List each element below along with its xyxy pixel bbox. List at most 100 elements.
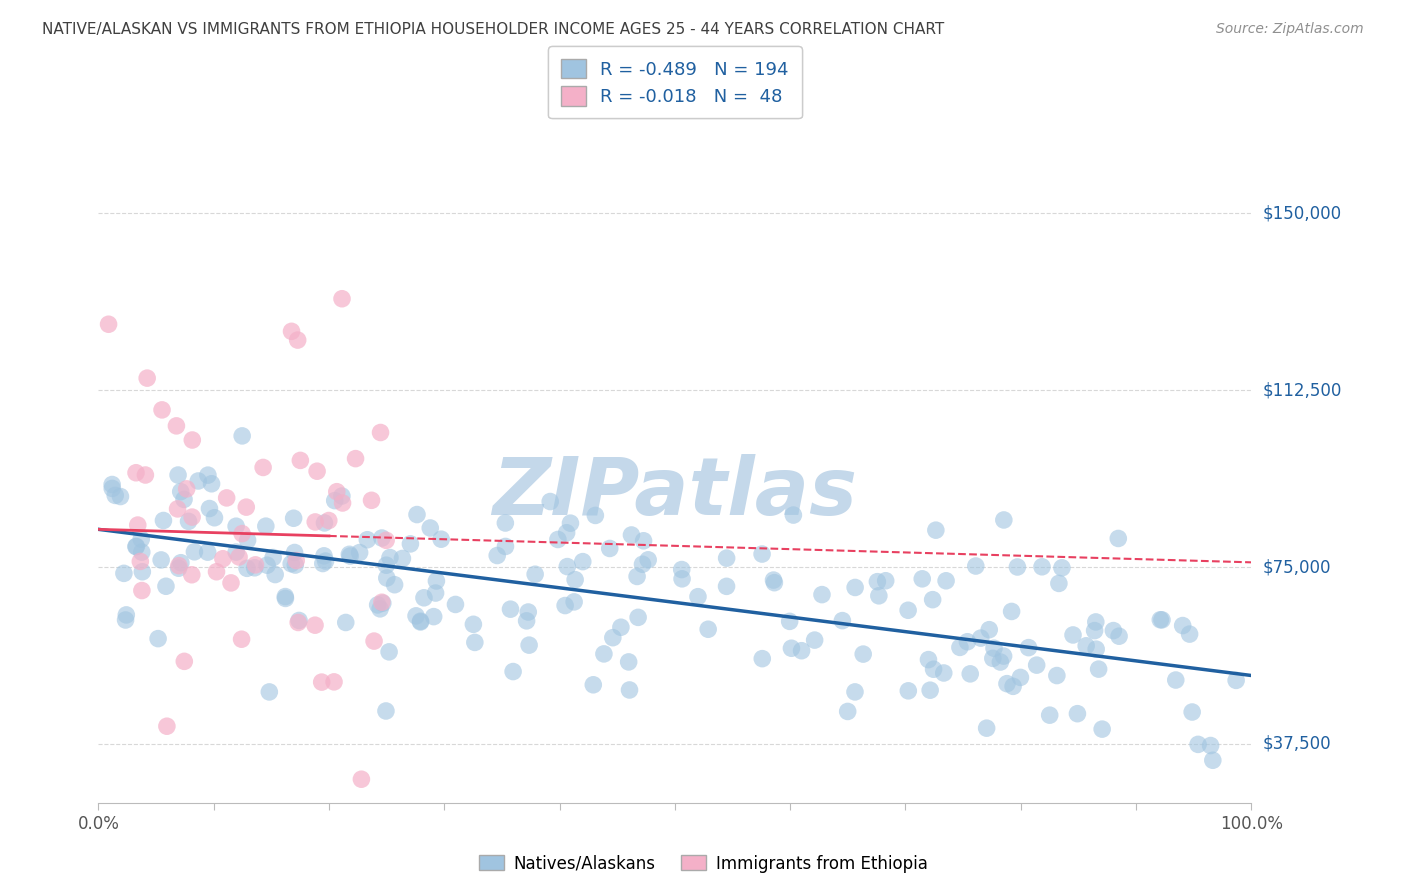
Point xyxy=(1187,738,1209,752)
Point xyxy=(384,578,406,592)
Point xyxy=(371,531,394,545)
Point xyxy=(131,583,153,598)
Point xyxy=(167,558,190,573)
Point xyxy=(697,622,720,636)
Point xyxy=(1164,673,1187,687)
Text: ZIPatlas: ZIPatlas xyxy=(492,453,858,532)
Point xyxy=(1171,618,1194,632)
Point xyxy=(866,574,889,589)
Text: NATIVE/ALASKAN VS IMMIGRANTS FROM ETHIOPIA HOUSEHOLDER INCOME AGES 25 - 44 YEARS: NATIVE/ALASKAN VS IMMIGRANTS FROM ETHIOP… xyxy=(42,22,945,37)
Point xyxy=(762,573,785,587)
Point xyxy=(1010,670,1032,684)
Point xyxy=(375,704,398,718)
Point xyxy=(391,551,413,566)
Point xyxy=(1084,615,1107,629)
Point xyxy=(256,558,278,573)
Point xyxy=(378,645,401,659)
Point xyxy=(307,464,329,478)
Point xyxy=(304,618,326,632)
Point xyxy=(337,547,360,561)
Point xyxy=(262,550,284,565)
Point xyxy=(516,614,538,628)
Point xyxy=(274,591,297,606)
Point xyxy=(344,451,367,466)
Point xyxy=(619,683,641,698)
Point xyxy=(1050,561,1073,575)
Point xyxy=(97,318,120,332)
Point xyxy=(1225,673,1247,688)
Point xyxy=(599,541,621,556)
Point xyxy=(287,615,309,630)
Point xyxy=(134,468,156,483)
Point xyxy=(349,545,371,559)
Point xyxy=(1066,706,1088,721)
Point xyxy=(1002,679,1025,693)
Point xyxy=(399,537,422,551)
Point xyxy=(335,615,357,630)
Point xyxy=(285,553,308,567)
Point xyxy=(129,532,152,546)
Point xyxy=(1149,613,1171,627)
Point xyxy=(212,551,235,566)
Point xyxy=(976,721,998,735)
Point xyxy=(245,558,267,572)
Point xyxy=(363,634,385,648)
Point xyxy=(956,634,979,648)
Point xyxy=(897,683,920,698)
Point xyxy=(170,484,193,499)
Point xyxy=(626,569,648,583)
Point xyxy=(280,324,302,338)
Point xyxy=(562,595,585,609)
Point xyxy=(627,610,650,624)
Point xyxy=(312,557,335,571)
Point xyxy=(284,545,307,559)
Point xyxy=(413,591,436,605)
Point xyxy=(332,496,354,510)
Point xyxy=(981,651,1004,665)
Point xyxy=(181,433,204,447)
Point xyxy=(177,514,200,528)
Point xyxy=(101,477,124,491)
Text: $112,500: $112,500 xyxy=(1263,381,1341,400)
Point xyxy=(751,651,773,665)
Point xyxy=(318,514,340,528)
Point xyxy=(330,292,353,306)
Point xyxy=(1062,628,1084,642)
Point xyxy=(637,553,659,567)
Point xyxy=(620,528,643,542)
Point xyxy=(422,609,444,624)
Point xyxy=(564,573,586,587)
Point xyxy=(312,549,335,563)
Point xyxy=(304,515,326,529)
Point xyxy=(131,565,153,579)
Point xyxy=(236,533,259,548)
Point xyxy=(290,453,312,467)
Point xyxy=(935,574,957,588)
Point xyxy=(419,521,441,535)
Point xyxy=(716,579,738,593)
Point xyxy=(280,557,302,571)
Point xyxy=(1107,532,1129,546)
Point xyxy=(1018,640,1040,655)
Point xyxy=(517,638,540,652)
Text: Source: ZipAtlas.com: Source: ZipAtlas.com xyxy=(1216,22,1364,37)
Point xyxy=(897,603,920,617)
Point xyxy=(231,526,253,541)
Point xyxy=(288,614,311,628)
Point xyxy=(152,514,174,528)
Point xyxy=(150,403,173,417)
Point xyxy=(560,516,582,531)
Point xyxy=(993,649,1015,664)
Point xyxy=(200,476,222,491)
Point xyxy=(284,558,307,572)
Point xyxy=(378,550,401,565)
Point xyxy=(811,588,834,602)
Point xyxy=(571,555,593,569)
Point xyxy=(430,532,453,546)
Point xyxy=(593,647,616,661)
Point xyxy=(405,608,427,623)
Point xyxy=(125,540,148,554)
Point xyxy=(165,418,187,433)
Point xyxy=(920,683,942,698)
Point xyxy=(1108,629,1130,643)
